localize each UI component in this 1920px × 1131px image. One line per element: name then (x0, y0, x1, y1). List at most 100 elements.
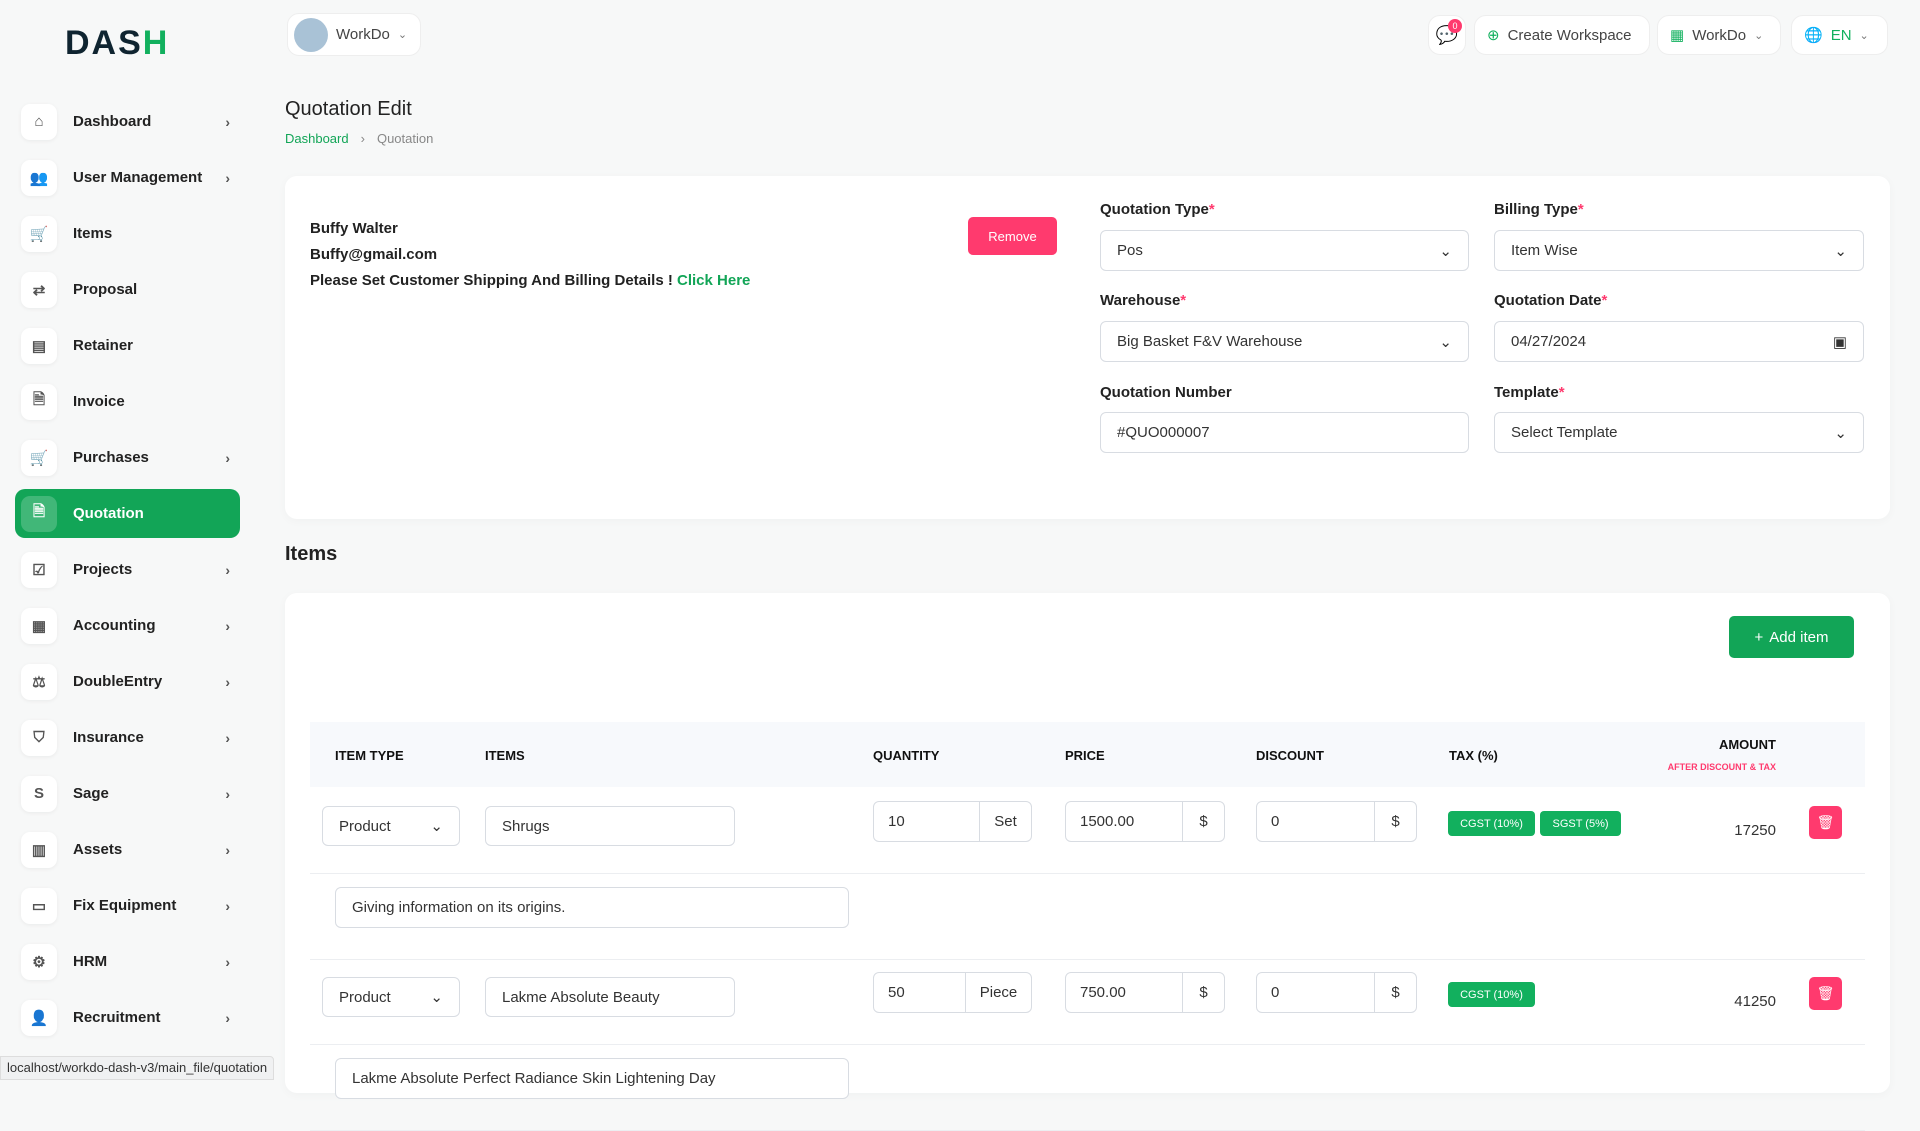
customer-info: Buffy Walter Buffy@gmail.com Please Set … (310, 216, 750, 294)
unit-label: Piece (965, 973, 1031, 1012)
sidebar-item-sage[interactable]: S Sage › (15, 769, 240, 818)
breadcrumb-dashboard[interactable]: Dashboard (285, 131, 349, 146)
grid-icon: ▦ (21, 607, 57, 644)
apps-icon: ▦ (1670, 27, 1685, 44)
scale-icon: ⚖ (21, 663, 57, 700)
box-icon: ▭ (21, 887, 57, 924)
sidebar-item-proposal[interactable]: ⇄ Proposal (15, 265, 240, 314)
item-type-select[interactable]: Product ⌄ (322, 806, 460, 846)
quantity-input[interactable]: 50 (888, 984, 905, 1001)
language-menu[interactable]: 🌐 EN ⌄ (1791, 15, 1888, 55)
status-bar-url: localhost/workdo-dash-v3/main_file/quota… (0, 1056, 275, 1080)
item-type-select[interactable]: Product ⌄ (322, 977, 460, 1017)
quotation-date-label: Quotation Date (1494, 292, 1602, 309)
chevron-down-icon: ⌄ (1834, 242, 1847, 260)
chevron-down-icon: ⌄ (1754, 29, 1764, 42)
divider (310, 1044, 1865, 1045)
sidebar-item-label: Recruitment (73, 1009, 161, 1026)
sidebar-item-quotation[interactable]: 🗎 Quotation (15, 489, 240, 538)
workspace-menu[interactable]: ▦ WorkDo ⌄ (1657, 15, 1781, 55)
quotation-type-select[interactable]: Pos ⌄ (1100, 230, 1469, 271)
warehouse-select[interactable]: Big Basket F&V Warehouse ⌄ (1100, 321, 1469, 362)
sidebar-item-assets[interactable]: ▥ Assets › (15, 825, 240, 874)
quotation-date-input[interactable]: 04/27/2024 ▣ (1494, 321, 1864, 362)
sidebar-item-label: Retainer (73, 337, 134, 354)
tax-badge: CGST (10%) (1448, 811, 1535, 836)
discount-input-group: 0 $ (1256, 972, 1417, 1013)
item-description-textarea[interactable]: Giving information on its origins. (335, 887, 849, 928)
price-input-group: 750.00 $ (1065, 972, 1225, 1013)
col-items: ITEMS (485, 748, 525, 763)
calendar-icon[interactable]: ▣ (1832, 333, 1847, 351)
billing-type-select[interactable]: Item Wise ⌄ (1494, 230, 1864, 271)
sidebar-item-label: Dashboard (73, 113, 152, 130)
sidebar-item-accounting[interactable]: ▦ Accounting › (15, 601, 240, 650)
price-input[interactable]: 1500.00 (1080, 813, 1135, 830)
discount-input[interactable]: 0 (1271, 813, 1280, 830)
quote-icon: 🗎 (21, 495, 57, 532)
chevron-right-icon: › (225, 729, 230, 746)
gear-icon: ⚙ (21, 943, 57, 980)
col-tax: TAX (%) (1449, 748, 1498, 763)
table-header (310, 722, 1865, 787)
quantity-input[interactable]: 10 (888, 813, 905, 830)
create-workspace-label: Create Workspace (1507, 26, 1632, 44)
add-item-label: Add item (1769, 628, 1829, 646)
price-input[interactable]: 750.00 (1080, 984, 1126, 1001)
trash-icon: 🗑 (1816, 814, 1835, 830)
click-here-link[interactable]: Click Here (677, 272, 751, 289)
sidebar-item-insurance[interactable]: ⛉ Insurance › (15, 713, 240, 762)
chevron-right-icon: › (225, 785, 230, 802)
billing-type-label: Billing Type (1494, 201, 1578, 218)
sidebar-item-dashboard[interactable]: ⌂ Dashboard › (15, 97, 240, 146)
delete-row-button[interactable]: 🗑 (1809, 806, 1842, 839)
chevron-right-icon: › (225, 673, 230, 690)
trash-icon: 🗑 (1816, 985, 1835, 1001)
item-description-textarea[interactable]: Lakme Absolute Perfect Radiance Skin Lig… (335, 1058, 849, 1099)
sidebar-item-recruitment[interactable]: 👤 Recruitment › (15, 993, 240, 1042)
messages-button[interactable]: 💬 0 (1428, 15, 1466, 55)
chevron-right-icon: › (225, 1009, 230, 1026)
sidebar-item-invoice[interactable]: 🗎 Invoice (15, 377, 240, 426)
chevron-right-icon: › (225, 897, 230, 914)
sidebar-item-items[interactable]: 🛒 Items (15, 209, 240, 258)
breadcrumb-quotation: Quotation (376, 131, 434, 146)
logo: DASH (65, 24, 170, 62)
add-item-button[interactable]: + Add item (1729, 616, 1854, 658)
sidebar-item-hrm[interactable]: ⚙ HRM › (15, 937, 240, 986)
remove-customer-button[interactable]: Remove (968, 217, 1057, 255)
sidebar-item-purchases[interactable]: 🛒 Purchases › (15, 433, 240, 482)
quotation-number-input[interactable]: #QUO000007 (1100, 412, 1469, 453)
sidebar-item-projects[interactable]: ☑ Projects › (15, 545, 240, 594)
item-name-input[interactable]: Shrugs (485, 806, 735, 846)
col-discount: DISCOUNT (1256, 748, 1324, 763)
warehouse-label: Warehouse (1100, 292, 1181, 309)
chevron-down-icon: ⌄ (430, 818, 443, 835)
workspace-name: WorkDo (336, 26, 390, 43)
check-square-icon: ☑ (21, 551, 57, 588)
users-icon: 👥 (21, 159, 57, 196)
item-name-input[interactable]: Lakme Absolute Beauty (485, 977, 735, 1017)
discount-input[interactable]: 0 (1271, 984, 1280, 1001)
sidebar-item-label: Sage (73, 785, 109, 802)
sidebar-item-retainer[interactable]: ▤ Retainer (15, 321, 240, 370)
create-workspace-button[interactable]: ⊕ Create Workspace (1474, 15, 1650, 55)
template-select[interactable]: Select Template ⌄ (1494, 412, 1864, 453)
workspace-switcher[interactable]: WorkDo ⌄ (287, 13, 421, 56)
template-label: Template (1494, 384, 1559, 401)
quotation-type-value: Pos (1117, 242, 1143, 259)
sidebar-item-doubleentry[interactable]: ⚖ DoubleEntry › (15, 657, 240, 706)
notification-badge: 0 (1448, 19, 1462, 33)
delete-row-button[interactable]: 🗑 (1809, 977, 1842, 1010)
item-type-value: Product (339, 988, 391, 1006)
items-heading: Items (285, 543, 338, 565)
sidebar-item-fix-equipment[interactable]: ▭ Fix Equipment › (15, 881, 240, 930)
chevron-right-icon: › (225, 169, 230, 186)
divider (310, 959, 1865, 960)
item-name-value: Lakme Absolute Beauty (502, 988, 660, 1006)
tax-badge: SGST (5%) (1540, 811, 1621, 836)
chevron-right-icon: › (225, 617, 230, 634)
warehouse-value: Big Basket F&V Warehouse (1117, 333, 1303, 350)
currency-label: $ (1182, 973, 1224, 1012)
sidebar-item-user-management[interactable]: 👥 User Management › (15, 153, 240, 202)
